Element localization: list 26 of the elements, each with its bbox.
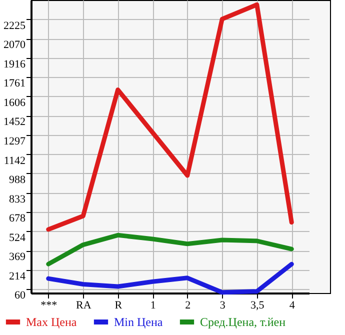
legend-label: Min Цена <box>114 315 164 329</box>
x-tick-label: 1 <box>150 300 156 312</box>
y-tick-label: 678 <box>9 212 26 225</box>
y-tick-label: 1452 <box>4 116 26 128</box>
x-tick-label: R <box>114 300 123 312</box>
x-tick-label: 2 <box>185 300 191 312</box>
y-tick-label: 833 <box>9 193 26 206</box>
y-tick-label: 214 <box>9 270 26 282</box>
legend-label: Max Цена <box>26 315 78 329</box>
x-tick-label: 3,5 <box>250 300 265 312</box>
y-tick-label: 1142 <box>4 154 26 167</box>
y-tick-label: 988 <box>9 174 26 186</box>
x-tick-label: *** <box>40 300 58 312</box>
y-tick-label: 1297 <box>4 135 26 148</box>
y-tick-label: 2070 <box>4 39 26 52</box>
x-tick-label: 4 <box>289 300 296 312</box>
y-tick-label: 2225 <box>4 20 26 32</box>
y-tick-label: 1606 <box>4 96 26 109</box>
y-tick-label: 369 <box>9 251 26 264</box>
y-tick-label: 524 <box>9 232 26 244</box>
x-tick-label: RA <box>76 300 92 312</box>
y-tick-label: 1916 <box>4 58 26 70</box>
legend-label: Сред.Цена, т.йен <box>200 315 286 329</box>
x-tick-label: 3 <box>220 300 226 312</box>
y-tick-label: 60 <box>14 290 26 302</box>
y-tick-label: 1761 <box>4 78 26 90</box>
